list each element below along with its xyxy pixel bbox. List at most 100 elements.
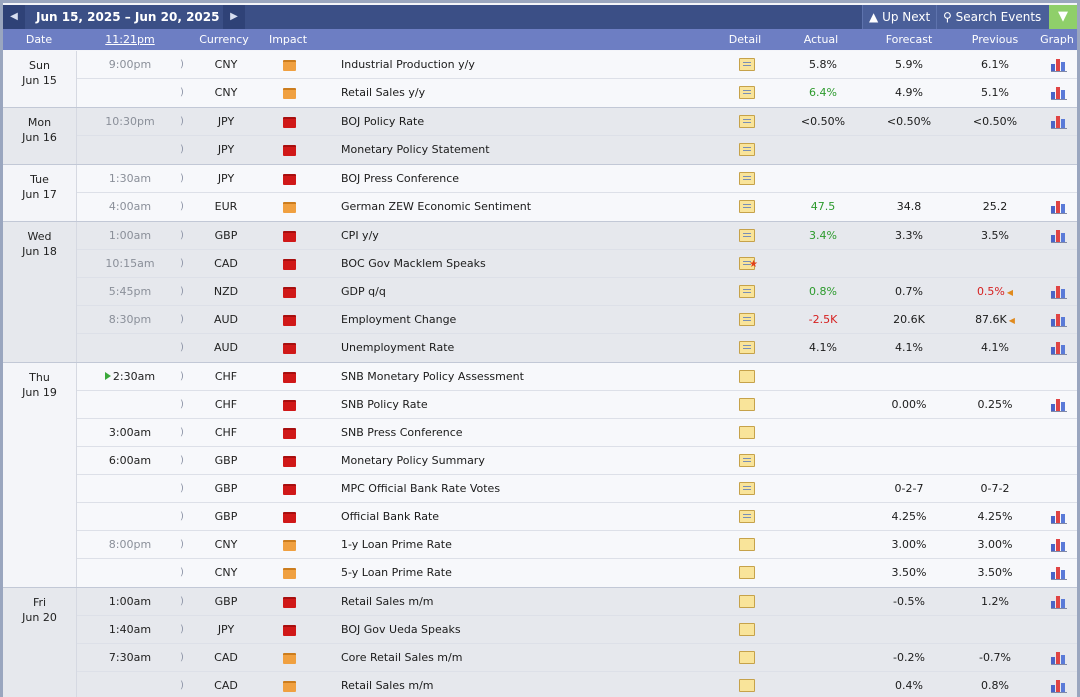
event-row[interactable]: 6:00am) GBP Monetary Policy Summary — [77, 447, 1077, 475]
event-name[interactable]: 1-y Loan Prime Rate — [341, 538, 452, 551]
sound-alert-icon[interactable]: ) — [180, 173, 184, 184]
event-detail-icon[interactable] — [739, 651, 755, 664]
bar-chart-icon[interactable] — [1051, 652, 1067, 665]
bar-chart-icon[interactable] — [1051, 511, 1067, 524]
sound-alert-icon[interactable]: ) — [180, 652, 184, 663]
bar-chart-icon[interactable] — [1051, 342, 1067, 355]
event-name[interactable]: Unemployment Rate — [341, 341, 455, 354]
bar-chart-icon[interactable] — [1051, 286, 1067, 299]
event-name[interactable]: BOJ Gov Ueda Speaks — [341, 623, 461, 636]
event-row[interactable]: ) CNY 5-y Loan Prime Rate 3.50% 3.50% — [77, 559, 1077, 587]
event-name[interactable]: 5-y Loan Prime Rate — [341, 566, 452, 579]
filter-icon[interactable]: ▼ — [1049, 5, 1077, 29]
event-name[interactable]: Retail Sales y/y — [341, 86, 426, 99]
event-detail-icon[interactable] — [739, 566, 755, 579]
bar-chart-icon[interactable] — [1051, 539, 1067, 552]
bar-chart-icon[interactable] — [1051, 314, 1067, 327]
sound-alert-icon[interactable]: ) — [180, 116, 184, 127]
event-row[interactable]: ) AUD Unemployment Rate 4.1% 4.1% 4.1% — [77, 334, 1077, 362]
event-name[interactable]: SNB Monetary Policy Assessment — [341, 370, 524, 383]
event-name[interactable]: Official Bank Rate — [341, 510, 440, 523]
event-detail-icon[interactable] — [739, 200, 755, 213]
event-name[interactable]: Retail Sales m/m — [341, 595, 434, 608]
sound-alert-icon[interactable]: ) — [180, 624, 184, 635]
event-name[interactable]: Industrial Production y/y — [341, 58, 475, 71]
event-row[interactable]: 1:30am) JPY BOJ Press Conference — [77, 165, 1077, 193]
sound-alert-icon[interactable]: ) — [180, 483, 184, 494]
bar-chart-icon[interactable] — [1051, 596, 1067, 609]
event-detail-icon[interactable] — [739, 370, 755, 383]
event-detail-icon[interactable] — [739, 679, 755, 692]
event-row[interactable]: ) GBP Official Bank Rate 4.25% 4.25% — [77, 503, 1077, 531]
header-current-time[interactable]: 11:21pm — [105, 33, 155, 46]
sound-alert-icon[interactable]: ) — [180, 201, 184, 212]
event-name[interactable]: Core Retail Sales m/m — [341, 651, 463, 664]
event-name[interactable]: CPI y/y — [341, 229, 379, 242]
event-detail-icon[interactable] — [739, 341, 755, 354]
event-detail-icon[interactable] — [739, 538, 755, 551]
sound-alert-icon[interactable]: ) — [180, 144, 184, 155]
sound-alert-icon[interactable]: ) — [180, 567, 184, 578]
event-name[interactable]: BOC Gov Macklem Speaks — [341, 257, 486, 270]
sound-alert-icon[interactable]: ) — [180, 371, 184, 382]
bar-chart-icon[interactable] — [1051, 680, 1067, 693]
event-detail-icon[interactable] — [739, 313, 755, 326]
sound-alert-icon[interactable]: ) — [180, 314, 184, 325]
previous-week-button[interactable]: ◀ — [3, 5, 25, 29]
event-row[interactable]: 1:00am) GBP CPI y/y 3.4% 3.3% 3.5% — [77, 222, 1077, 250]
next-week-button[interactable]: ▶ — [223, 5, 245, 29]
sound-alert-icon[interactable]: ) — [180, 230, 184, 241]
event-row[interactable]: 1:00am) GBP Retail Sales m/m -0.5% 1.2% — [77, 588, 1077, 616]
event-detail-icon[interactable] — [739, 510, 755, 523]
event-row[interactable]: 10:15am) CAD BOC Gov Macklem Speaks — [77, 250, 1077, 279]
bar-chart-icon[interactable] — [1051, 59, 1067, 72]
sound-alert-icon[interactable]: ) — [180, 680, 184, 691]
event-row[interactable]: ) CAD Retail Sales m/m 0.4% 0.8% — [77, 672, 1077, 697]
bar-chart-icon[interactable] — [1051, 116, 1067, 129]
event-row[interactable]: 10:30pm) JPY BOJ Policy Rate <0.50% <0.50% <0… — [77, 108, 1077, 136]
sound-alert-icon[interactable]: ) — [180, 427, 184, 438]
event-row[interactable]: 8:00pm) CNY 1-y Loan Prime Rate 3.00% 3.00% — [77, 531, 1077, 559]
sound-alert-icon[interactable]: ) — [180, 342, 184, 353]
sound-alert-icon[interactable]: ) — [180, 399, 184, 410]
event-name[interactable]: SNB Press Conference — [341, 426, 463, 439]
event-name[interactable]: MPC Official Bank Rate Votes — [341, 482, 501, 495]
event-row[interactable]: ) CNY Retail Sales y/y 6.4% 4.9% 5.1% — [77, 79, 1077, 107]
event-name[interactable]: Monetary Policy Statement — [341, 143, 490, 156]
event-name[interactable]: GDP q/q — [341, 285, 386, 298]
bar-chart-icon[interactable] — [1051, 201, 1067, 214]
event-row[interactable]: 7:30am) CAD Core Retail Sales m/m -0.2% -0.7… — [77, 644, 1077, 672]
event-row[interactable]: 9:00pm) CNY Industrial Production y/y 5.8% 5… — [77, 51, 1077, 79]
event-detail-icon[interactable] — [739, 251, 758, 279]
sound-alert-icon[interactable]: ) — [180, 511, 184, 522]
event-name[interactable]: BOJ Policy Rate — [341, 115, 425, 128]
sound-alert-icon[interactable]: ) — [180, 258, 184, 269]
event-detail-icon[interactable] — [739, 454, 755, 467]
event-detail-icon[interactable] — [739, 58, 755, 71]
event-name[interactable]: Retail Sales m/m — [341, 679, 434, 692]
event-detail-icon[interactable] — [739, 229, 755, 242]
bar-chart-icon[interactable] — [1051, 87, 1067, 100]
event-detail-icon[interactable] — [739, 285, 755, 298]
event-detail-icon[interactable] — [739, 172, 755, 185]
event-row[interactable]: ) GBP MPC Official Bank Rate Votes 0-2-7 0-7… — [77, 475, 1077, 503]
event-row[interactable]: ) JPY Monetary Policy Statement — [77, 136, 1077, 164]
event-row[interactable]: ) CHF SNB Policy Rate 0.00% 0.25% — [77, 391, 1077, 419]
sound-alert-icon[interactable]: ) — [180, 59, 184, 70]
bar-chart-icon[interactable] — [1051, 567, 1067, 580]
event-row[interactable]: 8:30pm) AUD Employment Change -2.5K 20.6K 87.… — [77, 306, 1077, 334]
event-detail-icon[interactable] — [739, 115, 755, 128]
event-detail-icon[interactable] — [739, 426, 755, 439]
event-name[interactable]: Monetary Policy Summary — [341, 454, 485, 467]
event-detail-icon[interactable] — [739, 595, 755, 608]
sound-alert-icon[interactable]: ) — [180, 286, 184, 297]
bar-chart-icon[interactable] — [1051, 230, 1067, 243]
revised-marker-icon[interactable]: ◀ — [1006, 288, 1014, 297]
event-row[interactable]: 4:00am) EUR German ZEW Economic Sentiment 4… — [77, 193, 1077, 221]
event-name[interactable]: German ZEW Economic Sentiment — [341, 200, 532, 213]
event-name[interactable]: SNB Policy Rate — [341, 398, 428, 411]
event-detail-icon[interactable] — [739, 86, 755, 99]
event-detail-icon[interactable] — [739, 623, 755, 636]
sound-alert-icon[interactable]: ) — [180, 539, 184, 550]
bar-chart-icon[interactable] — [1051, 399, 1067, 412]
